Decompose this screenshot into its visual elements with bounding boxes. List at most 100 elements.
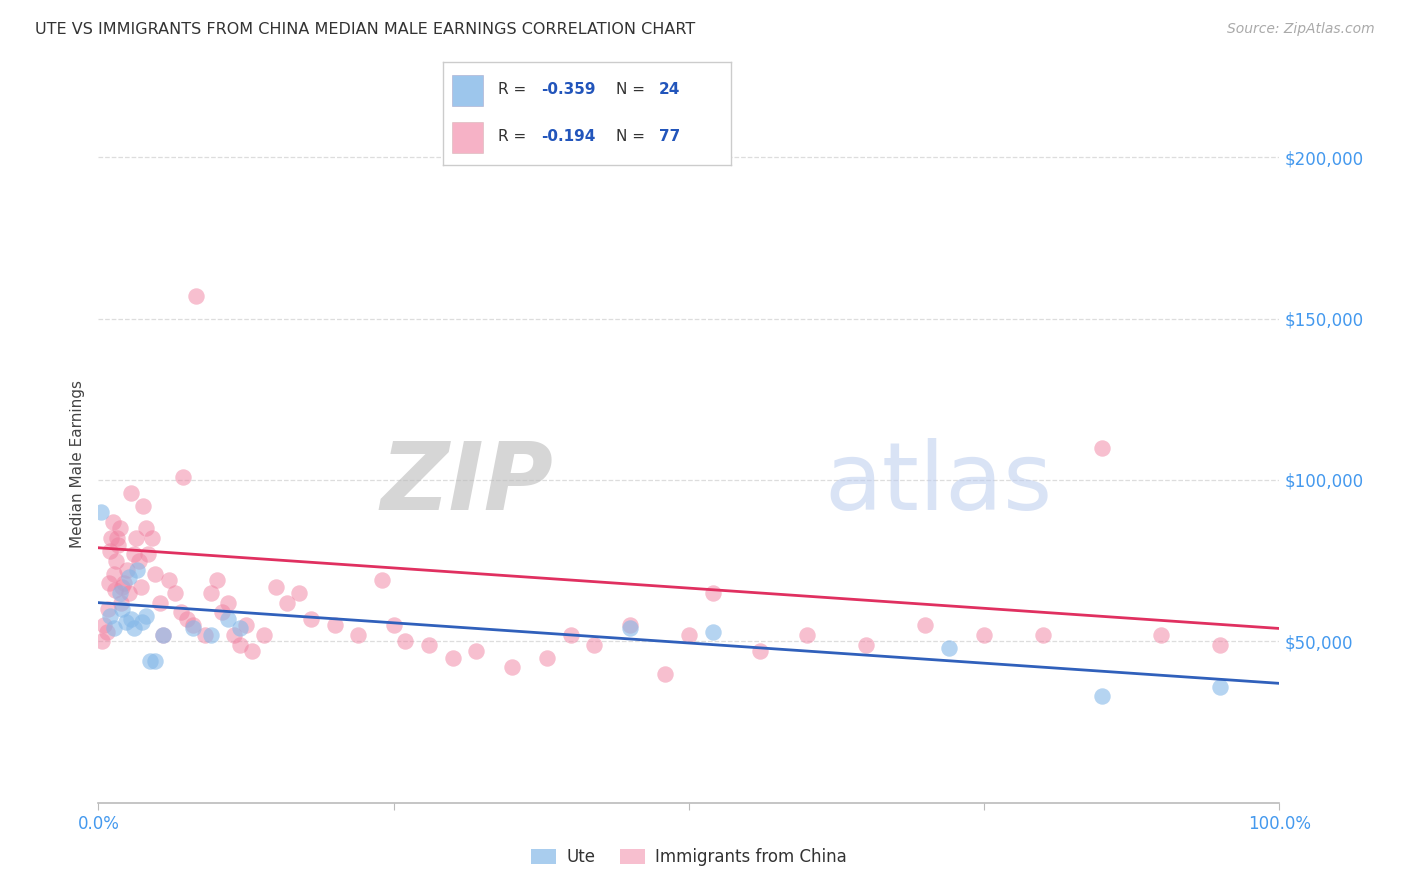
Point (1209, 638, 1232, 652)
Text: 77: 77 (659, 128, 681, 144)
Point (141, 531, 163, 545)
Point (186, 289, 208, 303)
Point (135, 521, 157, 535)
Point (501, 660, 523, 674)
Point (100, 531, 122, 545)
Point (240, 644, 263, 658)
Point (149, 596, 172, 610)
Text: N =: N = (616, 81, 650, 96)
Point (702, 586, 724, 600)
Point (536, 650, 558, 665)
Point (217, 612, 239, 626)
Point (619, 622, 641, 636)
Point (107, 537, 129, 551)
Bar (451, 122, 484, 153)
Point (136, 547, 159, 561)
Point (796, 628, 818, 642)
Text: ZIP: ZIP (380, 438, 553, 530)
Point (131, 615, 153, 629)
Point (323, 618, 346, 632)
Point (465, 644, 488, 658)
Point (288, 586, 311, 600)
Point (91, 634, 114, 648)
Point (122, 622, 145, 636)
Point (121, 612, 143, 626)
Point (139, 654, 162, 668)
Point (200, 628, 222, 642)
Point (748, 644, 770, 658)
Point (181, 618, 204, 632)
Point (105, 531, 128, 545)
Text: 24: 24 (659, 81, 681, 96)
Point (264, 580, 287, 594)
Point (98, 608, 121, 623)
Point (90, 505, 112, 519)
Point (299, 612, 322, 626)
Point (276, 596, 298, 610)
Point (101, 515, 124, 529)
Point (371, 573, 394, 587)
Point (224, 628, 246, 642)
Point (127, 563, 149, 577)
Point (1091, 441, 1114, 455)
Point (152, 628, 174, 642)
Text: -0.194: -0.194 (541, 128, 595, 144)
Point (108, 586, 131, 600)
Point (205, 573, 228, 587)
Point (619, 618, 641, 632)
Point (560, 628, 582, 642)
Point (104, 582, 127, 597)
Point (152, 628, 174, 642)
Point (1209, 680, 1232, 694)
Point (114, 615, 136, 629)
Point (200, 586, 222, 600)
Point (678, 628, 700, 642)
Point (97, 602, 120, 616)
Point (143, 654, 166, 668)
Point (347, 628, 370, 642)
Point (115, 563, 138, 577)
Point (181, 622, 204, 636)
Point (1150, 628, 1173, 642)
Point (135, 608, 157, 623)
Point (654, 666, 676, 681)
Text: R =: R = (498, 81, 531, 96)
Point (235, 618, 257, 632)
Point (229, 622, 252, 636)
Point (217, 596, 239, 610)
Point (111, 602, 134, 616)
Bar (451, 75, 484, 105)
Point (98, 544, 121, 558)
Point (118, 570, 141, 584)
Point (855, 638, 877, 652)
Text: N =: N = (616, 128, 650, 144)
Point (914, 618, 936, 632)
Point (229, 638, 252, 652)
Point (170, 605, 193, 619)
Point (418, 638, 440, 652)
Text: Source: ZipAtlas.com: Source: ZipAtlas.com (1227, 22, 1375, 37)
Point (111, 580, 134, 594)
Point (110, 596, 132, 610)
Point (108, 521, 131, 535)
Y-axis label: Median Male Earnings: Median Male Earnings (69, 380, 84, 548)
Point (583, 638, 606, 652)
Point (112, 576, 135, 591)
Text: -0.359: -0.359 (541, 81, 595, 96)
Point (143, 566, 166, 581)
Point (973, 628, 995, 642)
Point (172, 469, 194, 483)
Point (194, 628, 217, 642)
Point (125, 531, 148, 545)
Point (165, 586, 187, 600)
Point (1032, 628, 1054, 642)
Point (1091, 690, 1114, 704)
Legend: Ute, Immigrants from China: Ute, Immigrants from China (524, 841, 853, 872)
Point (132, 499, 155, 513)
Point (105, 554, 128, 568)
Point (118, 586, 141, 600)
Point (394, 634, 416, 648)
Point (96, 624, 118, 639)
Point (211, 605, 233, 619)
Text: UTE VS IMMIGRANTS FROM CHINA MEDIAN MALE EARNINGS CORRELATION CHART: UTE VS IMMIGRANTS FROM CHINA MEDIAN MALE… (35, 22, 696, 37)
